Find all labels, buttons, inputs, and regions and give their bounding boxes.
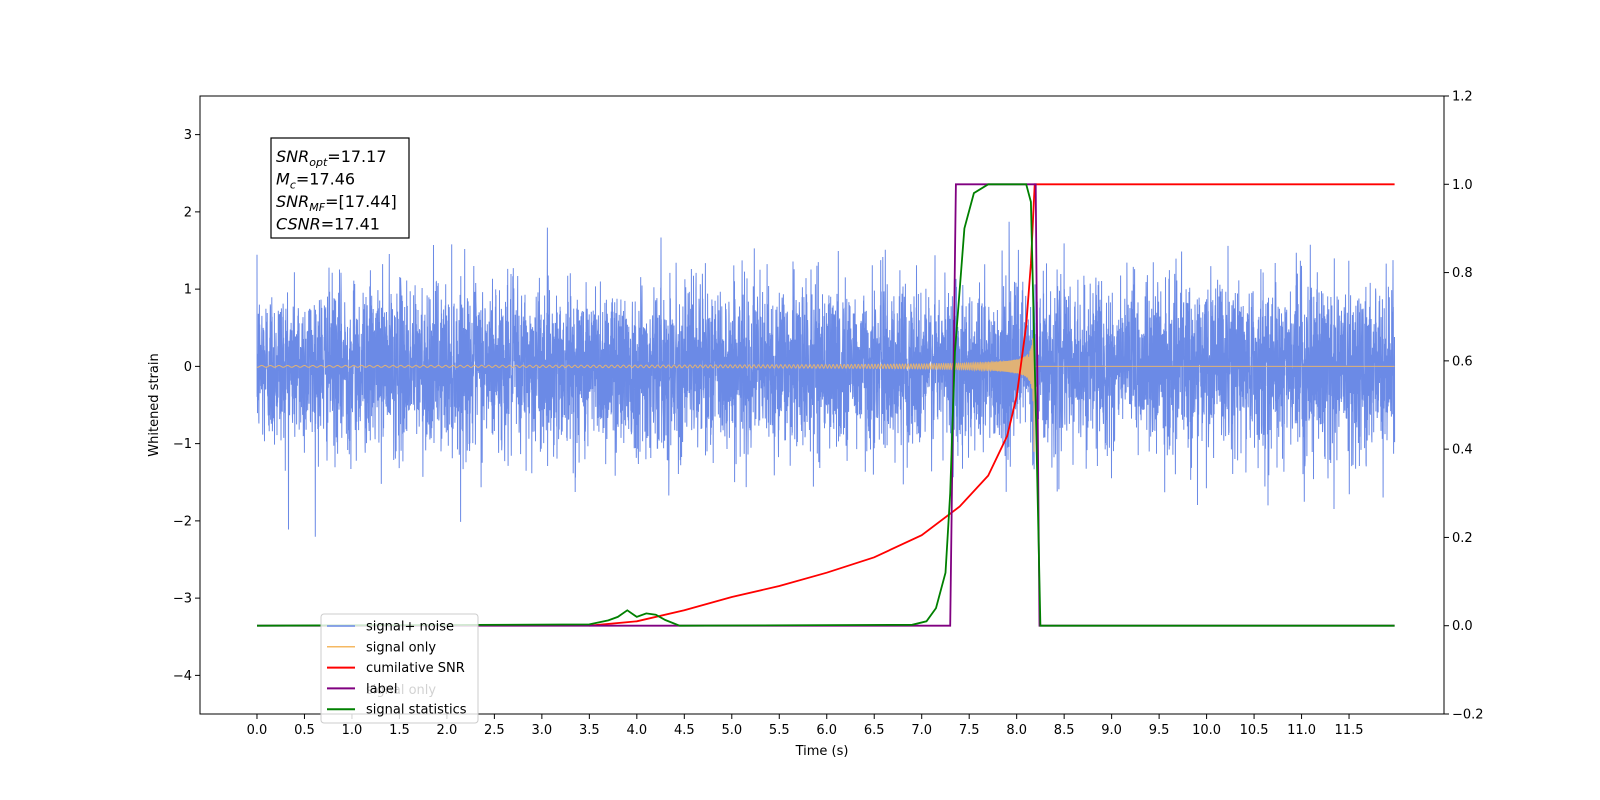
x-axis-label: Time (s): [795, 744, 849, 759]
y-right-tick-label: −0.2: [1452, 708, 1484, 723]
y-left-tick-label: 1: [184, 283, 192, 298]
y-left-tick-label: −3: [173, 592, 192, 607]
x-tick-label: 8.5: [1054, 723, 1075, 738]
legend-ghost-label: signal only: [366, 683, 436, 698]
axes-frame: [199, 95, 1445, 715]
legend-label: signal statistics: [366, 703, 467, 718]
y-right-tick-label: 1.2: [1452, 90, 1473, 105]
y-left-tick-label: −4: [173, 669, 192, 684]
y-right-tick-label: 0.4: [1452, 443, 1473, 458]
x-tick-label: 3.5: [579, 723, 600, 738]
y-axis-label: Whitened strain: [147, 353, 162, 456]
x-tick-label: 1.5: [389, 723, 410, 738]
y-right-tick-label: 0.2: [1452, 531, 1473, 546]
x-tick-label: 6.0: [816, 723, 837, 738]
legend: signal+ noise signal only cumilative SNR la…: [320, 613, 479, 724]
x-tick-label: 5.5: [769, 723, 790, 738]
x-tick-label: 4.5: [674, 723, 695, 738]
x-tick-label: 10.0: [1192, 723, 1221, 738]
x-tick-label: 0.5: [294, 723, 315, 738]
legend-label: cumilative SNR: [366, 661, 465, 676]
x-tick-label: 5.0: [721, 723, 742, 738]
x-tick-label: 6.5: [864, 723, 885, 738]
legend-label: signal only: [366, 640, 436, 655]
series-signal-statistics: [256, 183, 1395, 627]
annotation-frame: [270, 137, 410, 239]
x-tick-label: 2.5: [484, 723, 505, 738]
y-left-tick-label: 2: [184, 205, 192, 220]
y-left-tick-label: 0: [184, 360, 192, 375]
annotation-line: SNRMF=[17.44]: [276, 192, 397, 214]
legend-label: signal+ noise: [366, 620, 454, 635]
annotation-box: SNRopt=17.17Mc=17.46SNRMF=[17.44]CSNR=17…: [270, 137, 410, 239]
x-tick-label: 11.5: [1335, 723, 1364, 738]
annotation-line: Mc=17.46: [276, 170, 355, 192]
y-left-tick-label: −2: [173, 514, 192, 529]
y-left-tick-label: −1: [173, 437, 192, 452]
axes: 0.0 0.5 1.0 1.5 2.0 2.5 3.0 3.5 4.0 4.5 5.0 5.5 6.0 6…: [147, 90, 1484, 760]
x-tick-label: 9.0: [1101, 723, 1122, 738]
annotation-line: CSNR=17.41: [276, 215, 380, 234]
x-tick-label: 3.0: [532, 723, 553, 738]
series-signal-only: [256, 305, 1395, 452]
x-tick-label: 1.0: [342, 723, 363, 738]
y-right-tick-label: 0.8: [1452, 266, 1473, 281]
x-tick-label: 7.5: [959, 723, 980, 738]
plot-area: [256, 183, 1396, 627]
y-left-tick-label: 3: [184, 128, 192, 143]
x-tick-label: 4.0: [626, 723, 647, 738]
x-tick-label: 8.0: [1006, 723, 1027, 738]
x-tick-label: 7.0: [911, 723, 932, 738]
x-tick-label: 2.0: [437, 723, 458, 738]
legend-frame: [320, 613, 479, 724]
y-right-tick-label: 0.6: [1452, 354, 1473, 369]
y-right-tick-label: 0.0: [1452, 619, 1473, 634]
x-tick-label: 10.5: [1240, 723, 1269, 738]
y-right-tick-label: 1.0: [1452, 178, 1473, 193]
x-tick-label: 11.0: [1287, 723, 1316, 738]
x-tick-label: 0.0: [247, 723, 268, 738]
legend-label: label: [366, 682, 397, 697]
x-tick-label: 9.5: [1149, 723, 1170, 738]
annotation-line: SNRopt=17.17: [276, 147, 387, 169]
